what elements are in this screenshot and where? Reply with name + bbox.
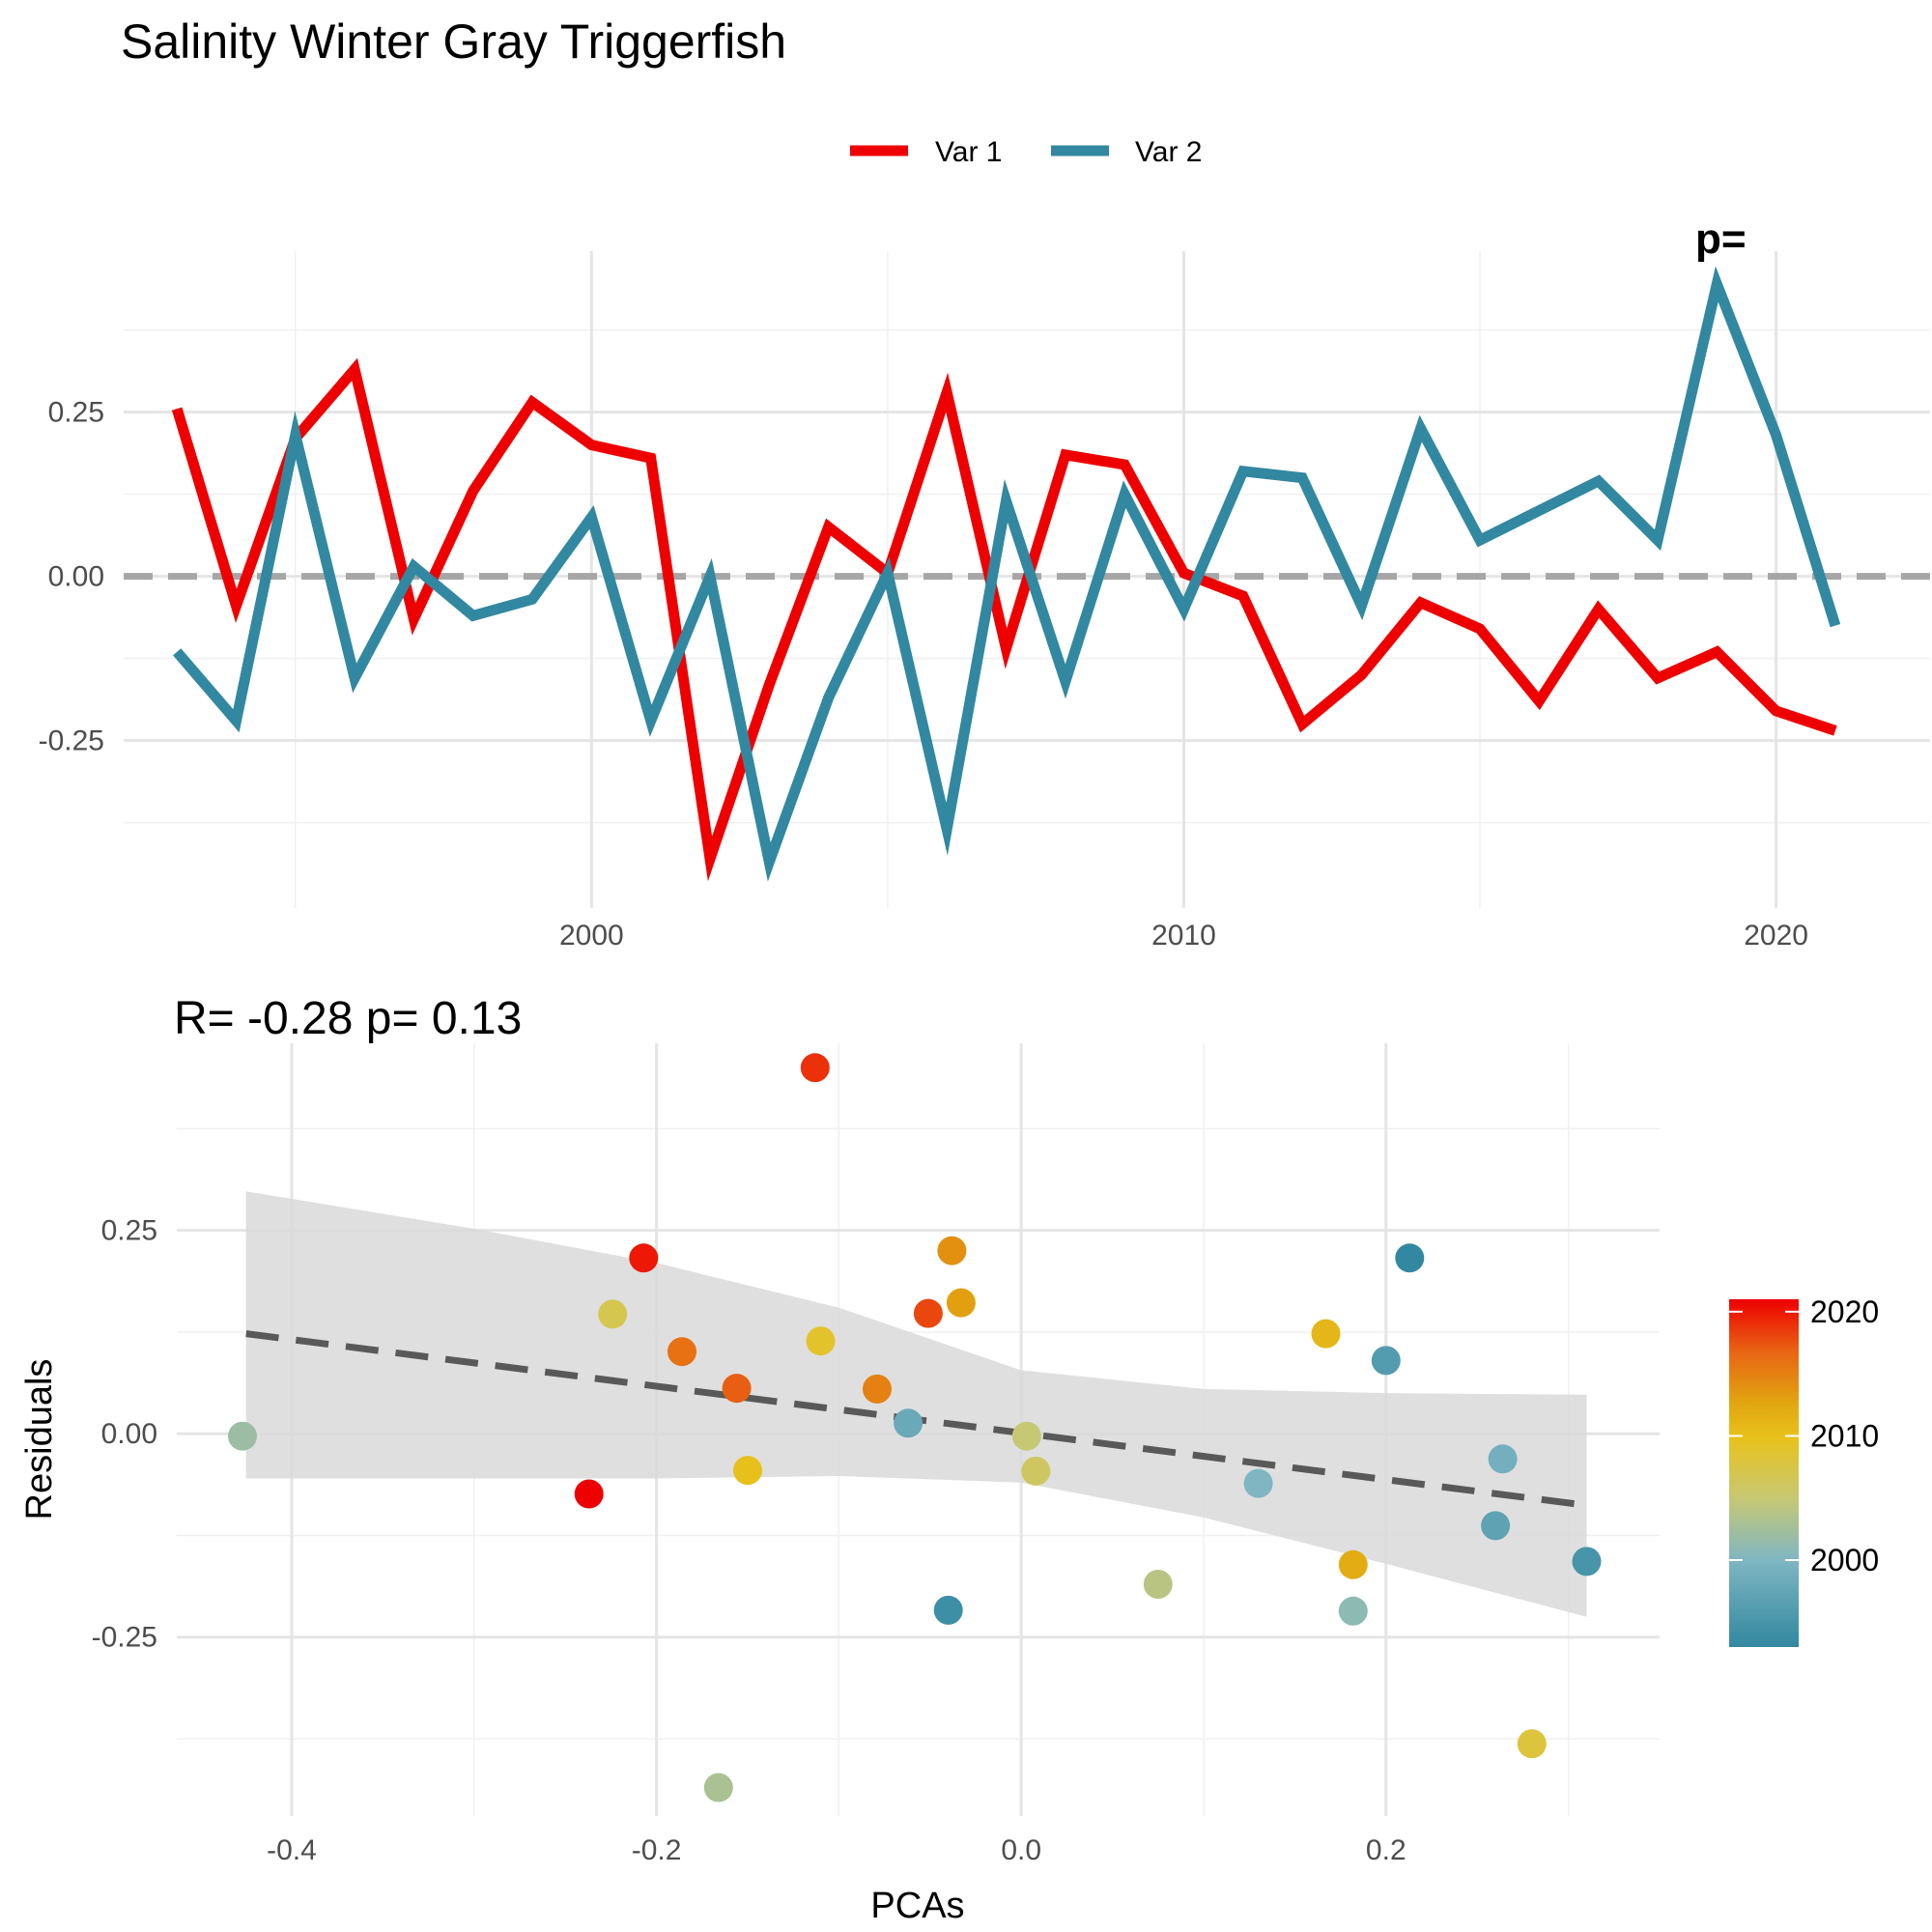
data-point <box>1481 1511 1511 1541</box>
scatter-ticks: -0.4 -0.2 0.0 0.2 0.25 0.00 -0.25 <box>92 1215 1406 1866</box>
data-point <box>1517 1729 1547 1759</box>
line-legend: Var 1 Var 2 <box>850 136 1202 168</box>
x-tick-label: 0.2 <box>1366 1834 1406 1866</box>
data-point <box>946 1288 976 1318</box>
x-axis-label: PCAs <box>870 1886 964 1926</box>
y-tick-label: -0.25 <box>92 1622 157 1654</box>
time-series-panel: 2000 2010 2020 0.25 0.00 -0.25 <box>39 251 1930 952</box>
x-tick-label: -0.4 <box>267 1834 317 1866</box>
data-point <box>894 1408 923 1438</box>
data-point <box>598 1299 628 1329</box>
data-point <box>228 1421 257 1451</box>
y-tick-label: 0.25 <box>101 1215 157 1247</box>
scatter-title: R= -0.28 p= 0.13 <box>174 993 522 1044</box>
y-tick-label: -0.25 <box>39 725 104 757</box>
data-point <box>722 1374 752 1404</box>
legend-label-var-2: Var 2 <box>1135 136 1202 168</box>
legend-label-var-1: Var 1 <box>935 136 1002 168</box>
data-point <box>1011 1421 1041 1451</box>
data-point <box>913 1298 943 1328</box>
series-line-var-1 <box>171 357 1837 882</box>
y-tick-label: 0.00 <box>101 1418 157 1450</box>
data-point <box>1338 1596 1368 1626</box>
data-point <box>1371 1346 1401 1376</box>
x-tick-label: 2000 <box>559 920 624 952</box>
y-tick-label: 0.00 <box>48 561 104 593</box>
x-tick-label: 2010 <box>1151 920 1216 952</box>
x-tick-label: 0.0 <box>1001 1834 1041 1866</box>
x-tick-label: -0.2 <box>632 1834 682 1866</box>
data-point <box>1395 1243 1425 1273</box>
data-point <box>574 1479 604 1509</box>
year-colorbar: 2020 2010 2000 <box>1729 1294 1879 1647</box>
chart-title: Salinity Winter Gray Triggerfish <box>121 14 786 69</box>
data-point <box>933 1595 963 1625</box>
data-point <box>1338 1549 1368 1579</box>
colorbar-ticks: 2020 2010 2000 <box>1729 1294 1879 1577</box>
data-point <box>800 1053 830 1083</box>
time-series-lines <box>124 266 1930 882</box>
data-point <box>937 1236 967 1265</box>
data-point <box>806 1326 836 1356</box>
scatter-points <box>228 1053 1602 1803</box>
data-point <box>863 1374 892 1404</box>
data-point <box>668 1337 696 1367</box>
data-point <box>629 1243 659 1273</box>
y-tick-label: 0.25 <box>48 397 104 429</box>
data-point <box>733 1456 762 1486</box>
colorbar-tick-label: 2020 <box>1810 1294 1879 1329</box>
colorbar-gradient <box>1729 1299 1799 1647</box>
scatter-panel: -0.4 -0.2 0.0 0.2 0.25 0.00 -0.25 <box>92 1043 1660 1866</box>
colorbar-tick-label: 2010 <box>1810 1418 1879 1453</box>
data-point <box>703 1773 733 1803</box>
data-point <box>1021 1456 1051 1486</box>
data-point <box>1143 1570 1173 1599</box>
data-point <box>1488 1444 1518 1474</box>
data-point <box>1572 1547 1602 1577</box>
confidence-band <box>245 1191 1587 1617</box>
y-axis-label: Residuals <box>19 1359 60 1520</box>
confidence-band-area <box>245 1191 1587 1617</box>
corner-annotation: p= <box>1695 215 1747 263</box>
data-point <box>1243 1468 1273 1498</box>
series-line-var-2 <box>173 266 1841 882</box>
time-series-ticks: 2000 2010 2020 0.25 0.00 -0.25 <box>39 397 1808 952</box>
data-point <box>1311 1319 1341 1349</box>
colorbar-tick-label: 2000 <box>1810 1543 1879 1577</box>
x-tick-label: 2020 <box>1744 920 1808 952</box>
